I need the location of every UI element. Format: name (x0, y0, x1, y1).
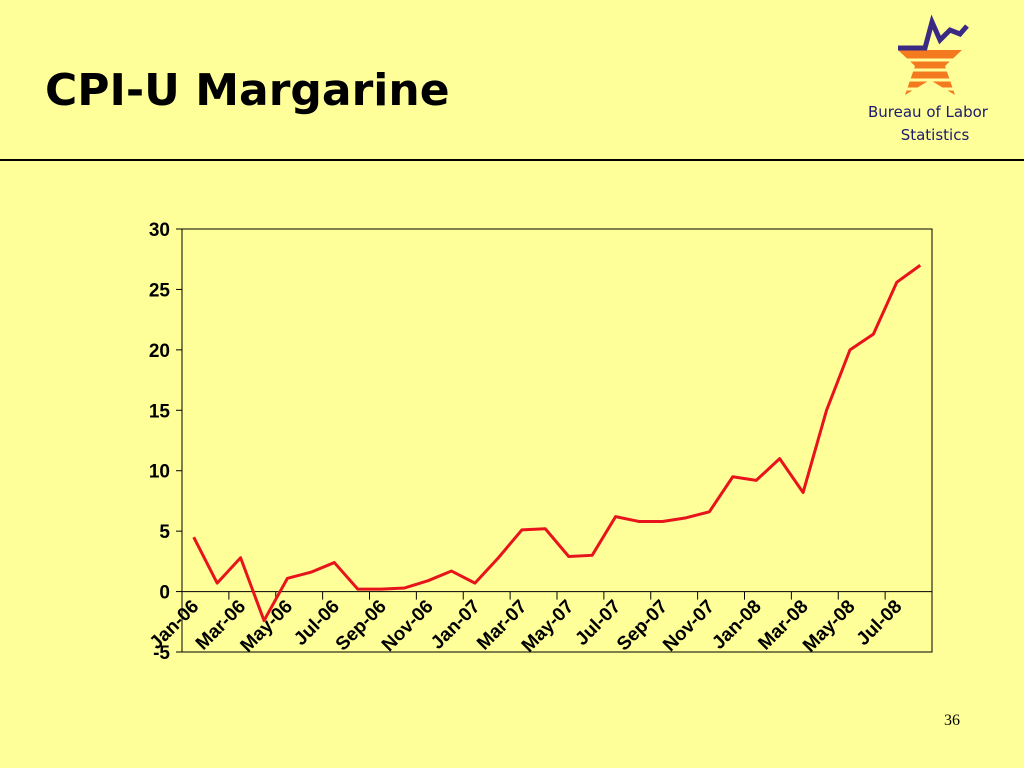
page-number: 36 (944, 712, 960, 729)
y-tick-label: -5 (153, 643, 170, 664)
plot-area (181, 228, 933, 653)
y-tick-label: 10 (149, 462, 170, 483)
logo-stripes (895, 58, 965, 91)
y-tick-label: 15 (149, 401, 171, 422)
y-tick-label: 25 (149, 280, 171, 301)
y-tick-label: 30 (149, 220, 170, 241)
logo-text: Statistics (901, 126, 970, 144)
bls-logo: Bureau of Labor Statistics (868, 14, 989, 144)
y-tick-label: 0 (159, 583, 170, 604)
logo-text: Bureau of Labor (868, 103, 989, 121)
y-tick-label: 20 (149, 341, 170, 362)
slide-title: CPI-U Margarine (45, 65, 450, 116)
logo-line (898, 14, 969, 51)
y-tick-label: 5 (159, 522, 170, 543)
data-line (192, 264, 922, 623)
